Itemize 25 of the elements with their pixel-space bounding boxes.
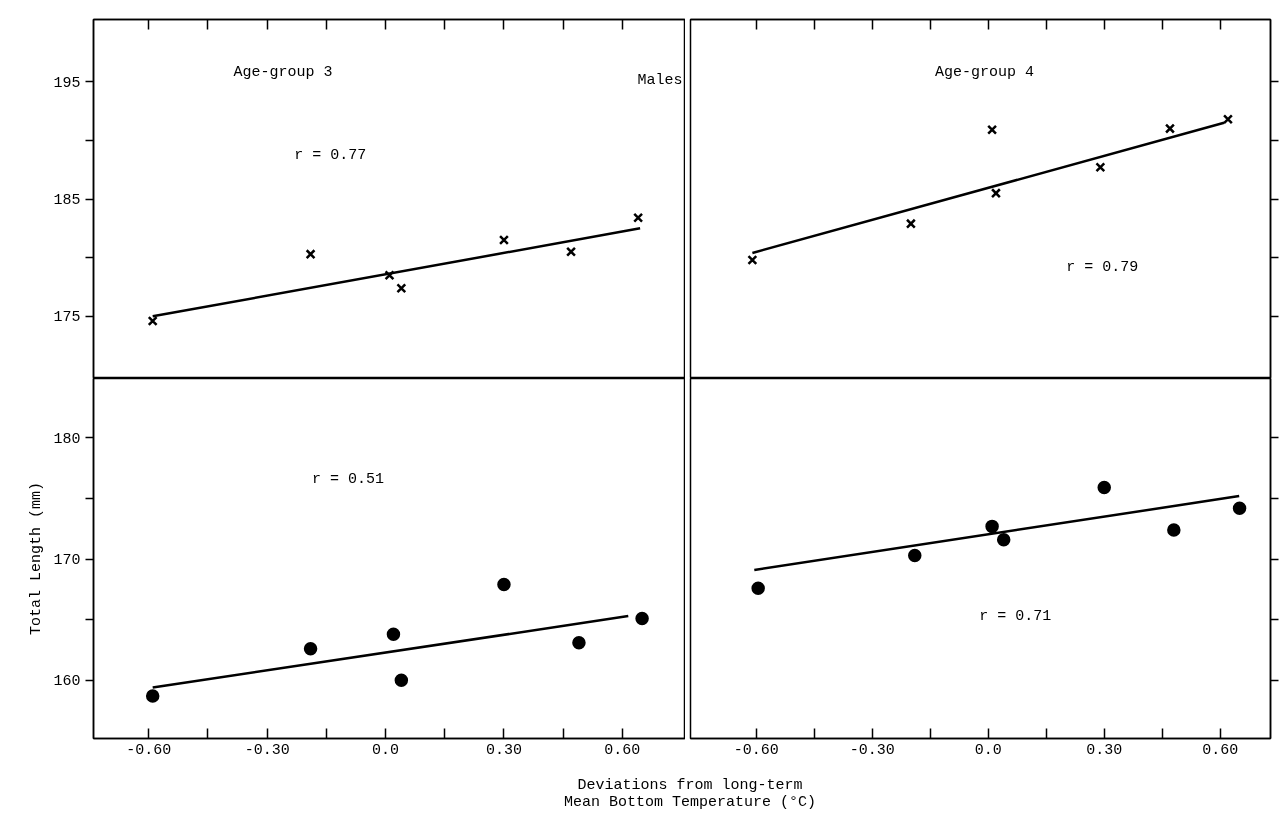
x-tick-label: -0.60 <box>126 741 172 759</box>
x-tick-label: 0.30 <box>1086 741 1123 759</box>
annotation: r = 0.71 <box>979 607 1052 625</box>
x-tick-label: 0.60 <box>1202 741 1239 759</box>
y-tick-label: 160 <box>53 673 81 691</box>
annotation: r = 0.51 <box>312 470 385 488</box>
x-tick-label: -0.60 <box>733 741 779 759</box>
x-tick-label: -0.30 <box>849 741 895 759</box>
y-axis-title: Total Length (mm) <box>28 481 46 636</box>
x-tick-label: 0.0 <box>974 741 1002 759</box>
y-tick-label: 185 <box>53 192 81 209</box>
annotation: r = 0.77 <box>294 147 367 165</box>
x-axis-title: Deviations from long-term Mean Bottom Temperature (°C) <box>563 777 817 811</box>
x-tick-label: -0.30 <box>244 741 290 759</box>
x-tick-label: 0.0 <box>372 741 400 759</box>
y-tick-label: 175 <box>53 309 81 327</box>
text: Age-group 3 <box>233 63 333 81</box>
text: Age-group 4 <box>935 63 1035 81</box>
x-tick-label: 0.30 <box>485 741 522 759</box>
y-tick-label: 180 <box>53 430 81 448</box>
x-tick-label: 0.60 <box>604 741 641 759</box>
annotation: r = 0.79 <box>1066 258 1139 276</box>
y-tick-label: 170 <box>53 552 81 570</box>
y-tick-label: 195 <box>53 74 81 92</box>
annotation: Males <box>637 72 683 90</box>
